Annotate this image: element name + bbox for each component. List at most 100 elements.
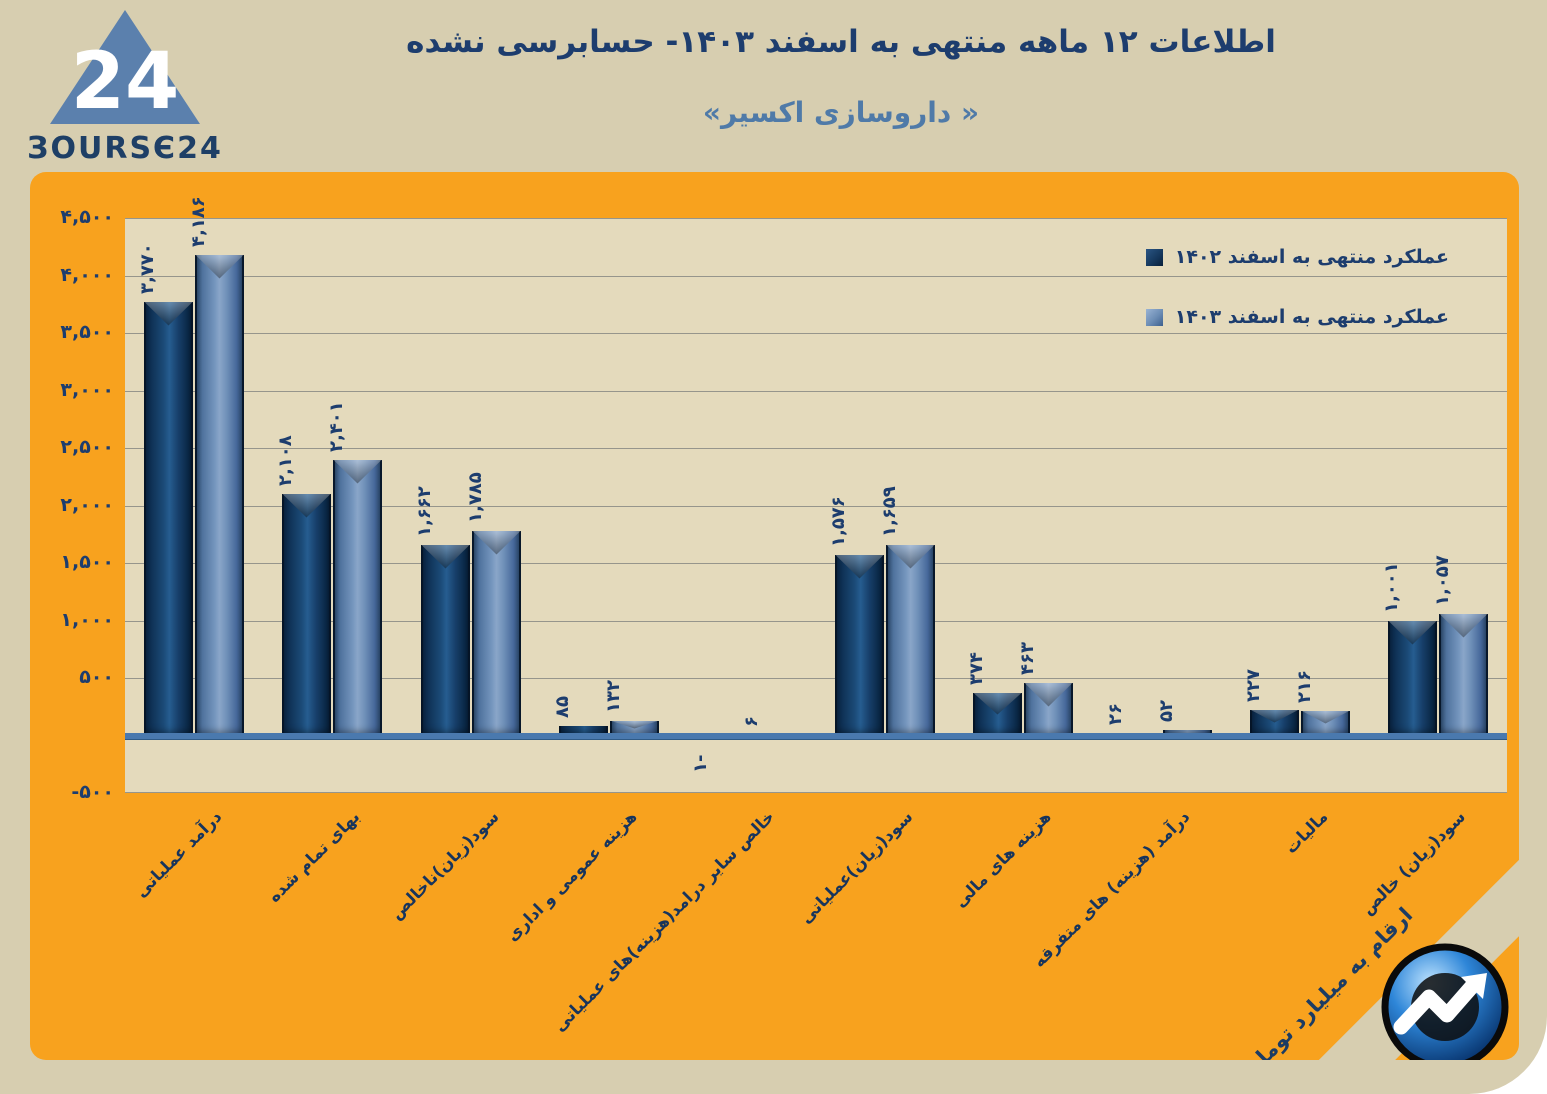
category-label: سود(زیان) خالص xyxy=(1357,807,1470,919)
bar-top-bevel xyxy=(195,254,244,279)
logo-triangle-icon: 24 ЗOURSЄ24 xyxy=(27,10,223,166)
logo-brand-text: ЗOURSЄ24 xyxy=(28,131,223,166)
bourse24-logo: 24 ЗOURSЄ24 xyxy=(27,6,223,168)
y-axis-tick-label: ۴,۵۰۰ xyxy=(60,206,114,228)
category-label: هزینه عمومی و اداری xyxy=(502,807,641,945)
bar-1402: ۳۷۴ xyxy=(966,652,1022,736)
bar-value-label: ۳۷۴ xyxy=(965,651,987,685)
bar-top-bevel xyxy=(1250,709,1299,723)
gridline xyxy=(125,621,1507,622)
gridline xyxy=(125,563,1507,564)
bar-top-bevel xyxy=(421,544,470,569)
y-axis-tick-label: ۵۰۰ xyxy=(79,666,114,688)
category-label: هزینه های مالی xyxy=(950,807,1055,912)
category-label: بهای تمام شده xyxy=(264,807,364,906)
gridline xyxy=(125,448,1507,449)
category-label: درآمد (هزینه) های متفرقه xyxy=(1029,807,1194,972)
category-label: سود(زیان)عملیاتی xyxy=(796,807,917,928)
bar-value-label: ۱,۶۵۹ xyxy=(878,485,900,537)
legend-marker-icon xyxy=(1145,248,1163,266)
bar-1402: ۱,۶۶۲ xyxy=(414,486,470,736)
y-axis-tick-label: ۲,۵۰۰ xyxy=(60,436,114,458)
bar-1403: ۱,۶۵۹ xyxy=(879,486,935,736)
bar-value-label: ۱- xyxy=(689,754,711,773)
bar-value-label: ۱,۰۵۷ xyxy=(1431,554,1453,606)
bar-value-label: ۲۱۶ xyxy=(1293,669,1315,703)
svg-text:24: 24 xyxy=(71,37,180,127)
bar-value-label: ۲۶ xyxy=(1104,702,1126,725)
bar-1403: ۲,۴۰۱ xyxy=(326,401,382,736)
chart-panel: ۴,۵۰۰ ۴,۰۰۰ ۳,۵۰۰ ۳,۰۰۰ ۲,۵۰۰ ۲,۰۰۰ ۱,۵۰۰ ۱,۰۰۰… xyxy=(30,172,1519,1060)
gridline xyxy=(125,391,1507,392)
bar-1402: ۲,۱۰۸ xyxy=(275,435,331,736)
category-label: مالیات xyxy=(1281,807,1332,858)
page-title: اطلاعات ۱۲ ماهه منتهی به اسفند ۱۴۰۳- حسا… xyxy=(406,24,1276,60)
chart-subtitle: « داروسازی اکسیر» xyxy=(702,96,980,129)
bar-value-label: ۶ xyxy=(740,715,762,727)
bar-value-label: ۱,۰۰۱ xyxy=(1380,561,1402,613)
legend-item: عملکرد منتهی به اسفند ۱۴۰۳ xyxy=(1145,306,1449,328)
bar-value-label: ۲۲۷ xyxy=(1242,668,1264,702)
bar-1403: ۲۱۶ xyxy=(1294,670,1350,736)
bar-1403: ۱۳۲ xyxy=(603,680,659,736)
bar-value-label: ۱,۶۶۲ xyxy=(413,485,435,537)
gridline xyxy=(125,506,1507,507)
bourse24-corner-icon xyxy=(1381,943,1509,1060)
bar-1402: ۱,۰۰۱ xyxy=(1381,562,1437,736)
bar-top-bevel xyxy=(472,530,521,555)
bar-top-bevel xyxy=(282,493,331,518)
bar-top-bevel xyxy=(1301,710,1350,724)
bar-1403: ۴,۱۸۶ xyxy=(188,196,244,736)
y-axis-tick-label: ۱,۰۰۰ xyxy=(60,608,114,631)
category-label: خالص سایر درامد(هزینه)های عملیاتی xyxy=(550,807,779,1036)
bar-1402: ۲۲۷ xyxy=(1243,669,1299,736)
header: اطلاعات ۱۲ ماهه منتهی به اسفند ۱۴۰۳- حسا… xyxy=(190,24,1492,129)
bar-1403: ۱,۷۸۵ xyxy=(465,472,521,736)
y-axis-tick-label: ۳,۵۰۰ xyxy=(60,321,114,343)
y-axis-tick-label: ۲,۰۰۰ xyxy=(60,493,114,516)
bar-value-label: ۲,۴۰۱ xyxy=(325,400,347,452)
bar-top-bevel xyxy=(1388,620,1437,645)
legend-marker-icon xyxy=(1145,308,1163,326)
legend-item: عملکرد منتهی به اسفند ۱۴۰۲ xyxy=(1145,246,1449,268)
bar-value-label: ۲,۱۰۸ xyxy=(274,434,296,486)
bar-value-label: ۵۲ xyxy=(1155,699,1177,722)
gridline xyxy=(125,218,1507,219)
bar-top-bevel xyxy=(973,692,1022,715)
gridline xyxy=(125,333,1507,334)
bar-value-label: ۴,۱۸۶ xyxy=(187,195,209,247)
y-axis-tick-label: ۴,۰۰۰ xyxy=(60,263,114,286)
y-axis-tick-label: -۵۰۰ xyxy=(71,781,114,803)
y-axis-tick-label: ۱,۵۰۰ xyxy=(60,551,114,573)
legend-label: عملکرد منتهی به اسفند ۱۴۰۳ xyxy=(1174,306,1449,328)
legend-label: عملکرد منتهی به اسفند ۱۴۰۲ xyxy=(1174,246,1449,268)
bar-top-bevel xyxy=(144,301,193,326)
category-label: سود(زیان)ناخالص xyxy=(386,807,503,924)
bar-top-bevel xyxy=(835,554,884,579)
bar-1402: ۱,۵۷۶ xyxy=(828,496,884,736)
bar-1403: ۱,۰۵۷ xyxy=(1432,555,1488,736)
bar-1403: ۴۶۳ xyxy=(1017,642,1073,736)
bar-value-label: ۸۵ xyxy=(551,695,573,718)
plot-area: عملکرد منتهی به اسفند ۱۴۰۲ عملکرد منتهی ب… xyxy=(125,196,1507,793)
bar-value-label: ۱,۷۸۵ xyxy=(464,471,486,523)
bar-1402: ۳,۷۷۰ xyxy=(137,243,193,736)
bar-top-bevel xyxy=(610,720,659,729)
gridline xyxy=(125,792,1507,793)
bar-top-bevel xyxy=(333,459,382,484)
legend: عملکرد منتهی به اسفند ۱۴۰۲ عملکرد منتهی ب… xyxy=(1145,246,1449,328)
bar-top-bevel xyxy=(886,544,935,569)
y-axis-tick-label: ۳,۰۰۰ xyxy=(60,378,114,401)
category-label: درآمد عملیاتی xyxy=(131,807,226,902)
bar-1402: ۸۵ xyxy=(552,696,608,736)
bar-value-label: ۱۳۲ xyxy=(602,679,624,713)
gridline xyxy=(125,276,1507,277)
gridline xyxy=(125,678,1507,679)
bar-top-bevel xyxy=(1024,682,1073,707)
bar-value-label: ۱,۵۷۶ xyxy=(827,495,849,547)
bar-value-label: ۴۶۳ xyxy=(1016,641,1038,675)
zero-axis-line xyxy=(125,732,1507,739)
bar-value-label: ۳,۷۷۰ xyxy=(136,242,158,294)
bar-top-bevel xyxy=(1439,613,1488,638)
